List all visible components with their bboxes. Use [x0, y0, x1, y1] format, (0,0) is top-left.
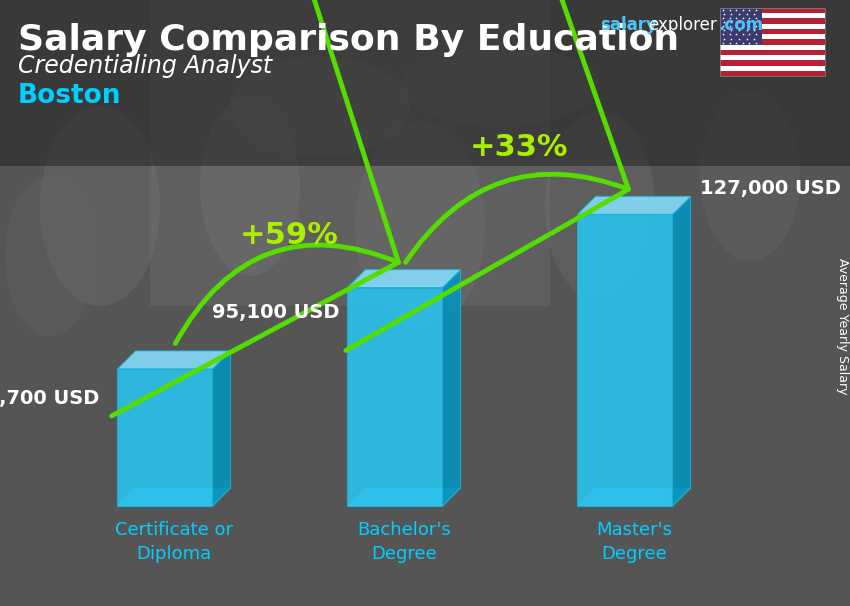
Polygon shape: [577, 488, 690, 506]
Text: Bachelor's
Degree: Bachelor's Degree: [357, 521, 451, 562]
Ellipse shape: [545, 111, 655, 301]
Text: explorer: explorer: [648, 16, 717, 34]
Text: 59,700 USD: 59,700 USD: [0, 390, 99, 408]
Ellipse shape: [40, 106, 160, 306]
Polygon shape: [212, 351, 230, 506]
Bar: [720, 13, 825, 18]
Polygon shape: [348, 488, 461, 506]
Polygon shape: [348, 288, 443, 506]
Text: Certificate or
Diploma: Certificate or Diploma: [115, 521, 233, 562]
Polygon shape: [672, 196, 690, 506]
Text: Boston: Boston: [18, 83, 122, 109]
Bar: [720, 45, 825, 50]
Bar: [720, 61, 825, 65]
Polygon shape: [117, 488, 230, 506]
Text: Master's
Degree: Master's Degree: [596, 521, 672, 562]
Text: Credentialing Analyst: Credentialing Analyst: [18, 54, 272, 78]
Ellipse shape: [700, 91, 800, 261]
Bar: [720, 8, 825, 76]
Bar: [720, 8, 762, 45]
Text: +33%: +33%: [470, 133, 569, 162]
Bar: [720, 34, 825, 39]
Polygon shape: [577, 215, 672, 506]
Bar: [720, 50, 825, 55]
Bar: [720, 55, 825, 61]
Bar: [0, 0, 850, 166]
Bar: [720, 71, 825, 76]
Text: Salary Comparison By Education: Salary Comparison By Education: [18, 23, 679, 57]
Bar: [720, 8, 825, 13]
Bar: [720, 29, 825, 34]
Ellipse shape: [400, 46, 600, 126]
Bar: [720, 65, 825, 71]
Bar: [720, 24, 825, 29]
Polygon shape: [117, 351, 230, 369]
Polygon shape: [577, 196, 690, 215]
Ellipse shape: [355, 121, 485, 331]
Text: 95,100 USD: 95,100 USD: [212, 303, 339, 322]
Text: .com: .com: [718, 16, 763, 34]
Text: Average Yearly Salary: Average Yearly Salary: [836, 258, 849, 395]
Bar: [720, 39, 825, 45]
Text: +59%: +59%: [240, 221, 338, 250]
Ellipse shape: [200, 96, 300, 276]
Bar: [150, 0, 550, 306]
Polygon shape: [117, 369, 212, 506]
Text: salary: salary: [600, 16, 657, 34]
Ellipse shape: [5, 176, 95, 336]
Text: 127,000 USD: 127,000 USD: [700, 179, 842, 198]
Bar: [720, 18, 825, 24]
Polygon shape: [443, 270, 461, 506]
Polygon shape: [348, 270, 461, 288]
Ellipse shape: [230, 56, 410, 156]
